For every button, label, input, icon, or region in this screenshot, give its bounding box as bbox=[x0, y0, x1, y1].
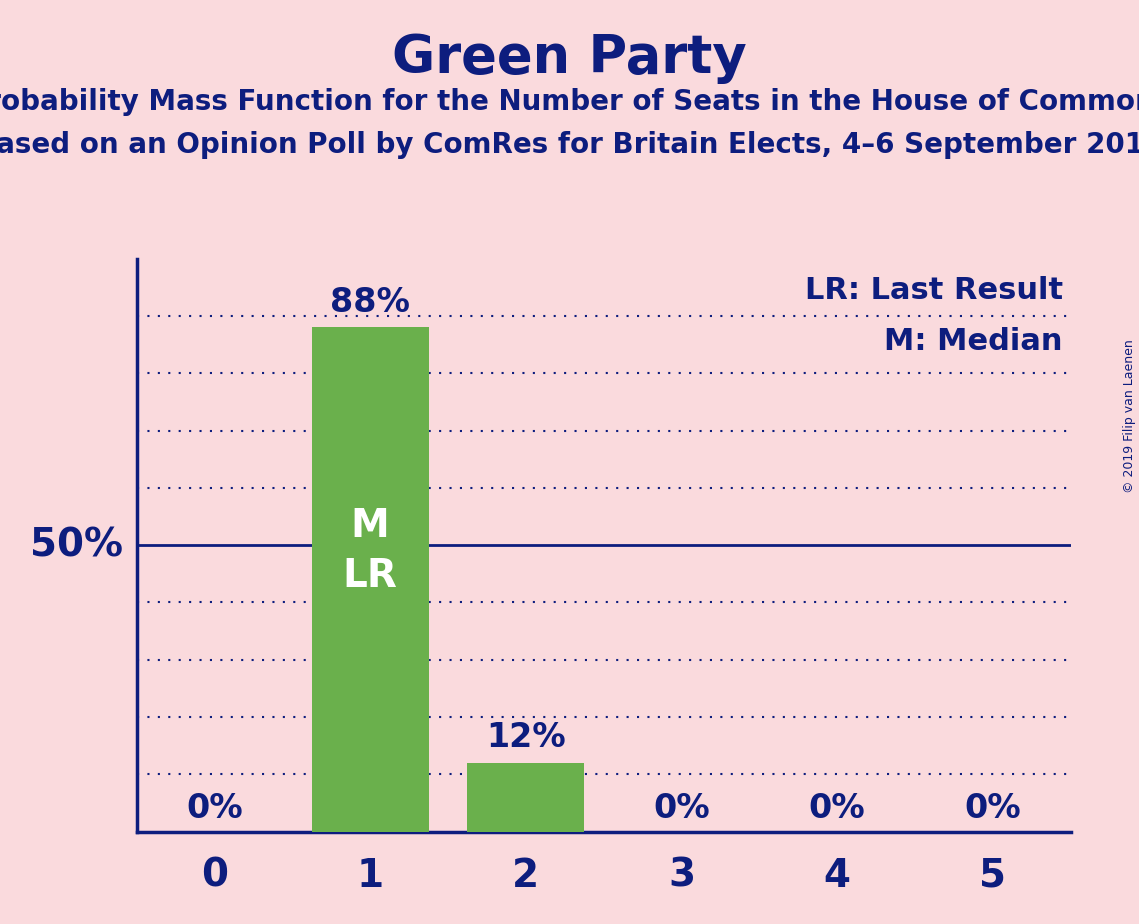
Text: M: Median: M: Median bbox=[884, 327, 1063, 357]
Text: LR: Last Result: LR: Last Result bbox=[805, 276, 1063, 305]
Text: 0%: 0% bbox=[809, 792, 866, 825]
Text: 88%: 88% bbox=[330, 286, 410, 319]
Text: © 2019 Filip van Laenen: © 2019 Filip van Laenen bbox=[1123, 339, 1137, 492]
Text: 0%: 0% bbox=[186, 792, 243, 825]
Text: Based on an Opinion Poll by ComRes for Britain Elects, 4–6 September 2019: Based on an Opinion Poll by ComRes for B… bbox=[0, 131, 1139, 159]
Text: 0%: 0% bbox=[965, 792, 1022, 825]
Bar bbox=[312, 327, 428, 832]
Bar bbox=[467, 763, 584, 832]
Text: 50%: 50% bbox=[30, 526, 123, 565]
Text: 12%: 12% bbox=[486, 722, 566, 754]
Text: Green Party: Green Party bbox=[392, 32, 747, 84]
Text: M
LR: M LR bbox=[343, 507, 398, 595]
Text: 0%: 0% bbox=[653, 792, 710, 825]
Text: Probability Mass Function for the Number of Seats in the House of Commons: Probability Mass Function for the Number… bbox=[0, 88, 1139, 116]
